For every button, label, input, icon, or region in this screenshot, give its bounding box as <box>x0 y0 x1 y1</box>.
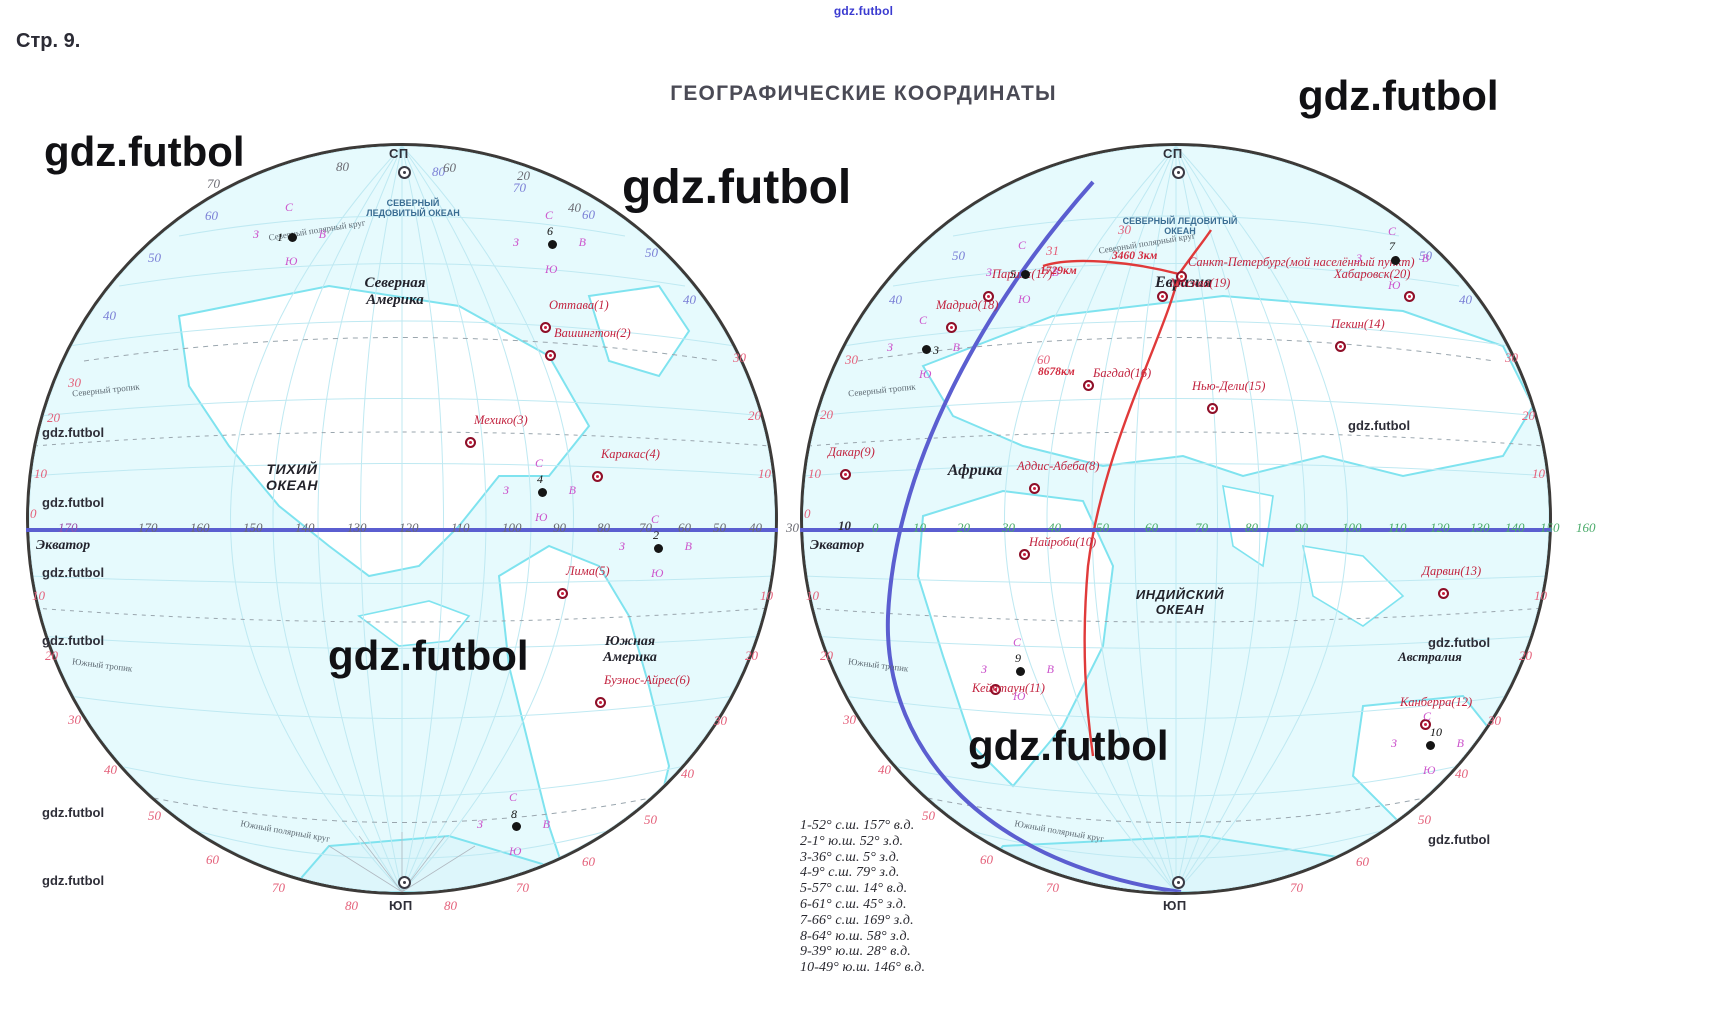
city-label: Оттава(1) <box>549 298 609 312</box>
point-number: 3 <box>933 343 939 357</box>
city-dot <box>1335 341 1346 352</box>
watermark-top: gdz.futbol <box>833 4 894 18</box>
west-north-pole-dot <box>398 166 411 179</box>
west-south-pole-dot <box>398 876 411 889</box>
city-label: Вашингтон(2) <box>554 326 631 340</box>
point-dot <box>922 345 931 354</box>
city-dot <box>557 588 568 599</box>
city-label: Каракас(4) <box>601 447 660 461</box>
city-label: Буэнос-Айрес(6) <box>604 673 690 687</box>
point-number: 4 <box>537 472 543 486</box>
page-title: ГЕОГРАФИЧЕСКИЕ КООРДИНАТЫ <box>670 82 1057 105</box>
east-south-pole-dot <box>1172 876 1185 889</box>
city-dot <box>1404 291 1415 302</box>
east-lon-160: 160 <box>1576 520 1596 535</box>
city-dot <box>545 350 556 361</box>
point-number: 10 <box>1430 725 1442 739</box>
west-south-pole-label: ЮП <box>389 898 413 913</box>
point-number: 7 <box>1389 239 1395 253</box>
west-lon-30: 30 <box>786 520 799 535</box>
point-dot <box>654 544 663 553</box>
city-dot <box>1083 380 1094 391</box>
city-label: Москва(19) <box>1170 276 1231 290</box>
city-dot <box>540 322 551 333</box>
city-label: Лима(5) <box>566 564 610 578</box>
west-equator-line <box>26 528 778 532</box>
east-north-pole-label: СП <box>1163 146 1183 161</box>
east-south-pole-label: ЮП <box>1163 898 1187 913</box>
city-dot <box>1438 588 1449 599</box>
east-equator-label: Экватор <box>810 538 865 553</box>
east-hemisphere-globe <box>800 143 1552 895</box>
city-label: Мадрид(18) <box>936 298 999 312</box>
city-dot <box>946 322 957 333</box>
city-dot <box>1420 719 1431 730</box>
city-label: Кейптаун(11) <box>972 681 1045 695</box>
east-north-pole-dot <box>1172 166 1185 179</box>
point-number: 1 <box>277 230 283 244</box>
coordinate-answer-row: 9-39° ю.ш. 28° в.д. <box>800 944 911 960</box>
city-label: Санкт-Петербург(мой населённый пункт) <box>1188 255 1415 269</box>
city-dot <box>465 437 476 448</box>
city-label: Пекин(14) <box>1331 317 1385 331</box>
city-dot <box>1019 549 1030 560</box>
west-north-pole-label: СП <box>389 146 409 161</box>
city-label: Багдад(16) <box>1093 366 1152 380</box>
west-hemisphere-globe <box>26 143 778 895</box>
coordinate-answer-row: 6-61° с.ш. 45° з.д. <box>800 896 907 912</box>
point-number: 9 <box>1015 651 1021 665</box>
city-label: Дарвин(13) <box>1422 564 1482 578</box>
point-dot <box>288 233 297 242</box>
point-number: 6 <box>547 224 553 238</box>
coordinate-answer-row: 8-64° ю.ш. 58° з.д. <box>800 928 911 944</box>
west-graticule <box>29 146 775 892</box>
city-dot <box>983 291 994 302</box>
west-equator-label: Экватор <box>36 538 91 553</box>
city-label: Хабаровск(20) <box>1334 267 1411 281</box>
point-number: 8 <box>511 807 517 821</box>
point-number: 2 <box>653 528 659 542</box>
coordinate-answer-row: 5-57° с.ш. 14° в.д. <box>800 881 908 897</box>
city-dot <box>1207 403 1218 414</box>
city-dot <box>1029 483 1040 494</box>
distance-annotation: 1729км <box>1040 265 1077 277</box>
city-dot <box>1157 291 1168 302</box>
city-dot <box>840 469 851 480</box>
city-label: Нью-Дели(15) <box>1192 379 1266 393</box>
point-dot <box>1021 270 1030 279</box>
city-dot <box>1176 271 1187 282</box>
coordinate-answer-row: 7-66° с.ш. 169° з.д. <box>800 912 914 928</box>
coordinate-answer-row: 4-9° с.ш. 79° з.д. <box>800 865 900 881</box>
west-lat-right-80s: 80 <box>444 898 457 913</box>
city-label: Канберра(12) <box>1400 695 1473 709</box>
point-dot <box>538 488 547 497</box>
distance-annotation: 3460 3км <box>1112 250 1158 262</box>
coordinates-answer-list: 1-52° с.ш. 157° в.д. 2-1° ю.ш. 52° з.д. … <box>800 818 925 976</box>
point-dot <box>548 240 557 249</box>
coordinate-answer-row: 10-49° ю.ш. 146° в.д. <box>800 960 926 976</box>
coordinate-answer-row: 3-36° с.ш. 5° з.д. <box>800 849 900 865</box>
city-label: Дакар(9) <box>828 445 875 459</box>
city-label: Аддис-Абеба(8) <box>1017 459 1100 473</box>
city-dot <box>595 697 606 708</box>
east-equator-line <box>800 528 1552 532</box>
east-graticule <box>803 146 1549 892</box>
west-lat-left-80s: 80 <box>345 898 358 913</box>
coordinate-answer-row: 2-1° ю.ш. 52° з.д. <box>800 833 904 849</box>
city-label: Мехико(3) <box>474 413 528 427</box>
distance-annotation: 8678км <box>1038 366 1075 378</box>
point-dot <box>1016 667 1025 676</box>
page-number: Стр. 9. <box>16 30 81 52</box>
city-label: Найроби(10) <box>1029 535 1097 549</box>
point-dot <box>1426 741 1435 750</box>
point-dot <box>1391 256 1400 265</box>
point-number: 5 <box>1010 267 1016 281</box>
city-dot <box>592 471 603 482</box>
point-dot <box>512 822 521 831</box>
coordinate-answer-row: 1-52° с.ш. 157° в.д. <box>800 818 915 833</box>
city-dot <box>990 684 1001 695</box>
